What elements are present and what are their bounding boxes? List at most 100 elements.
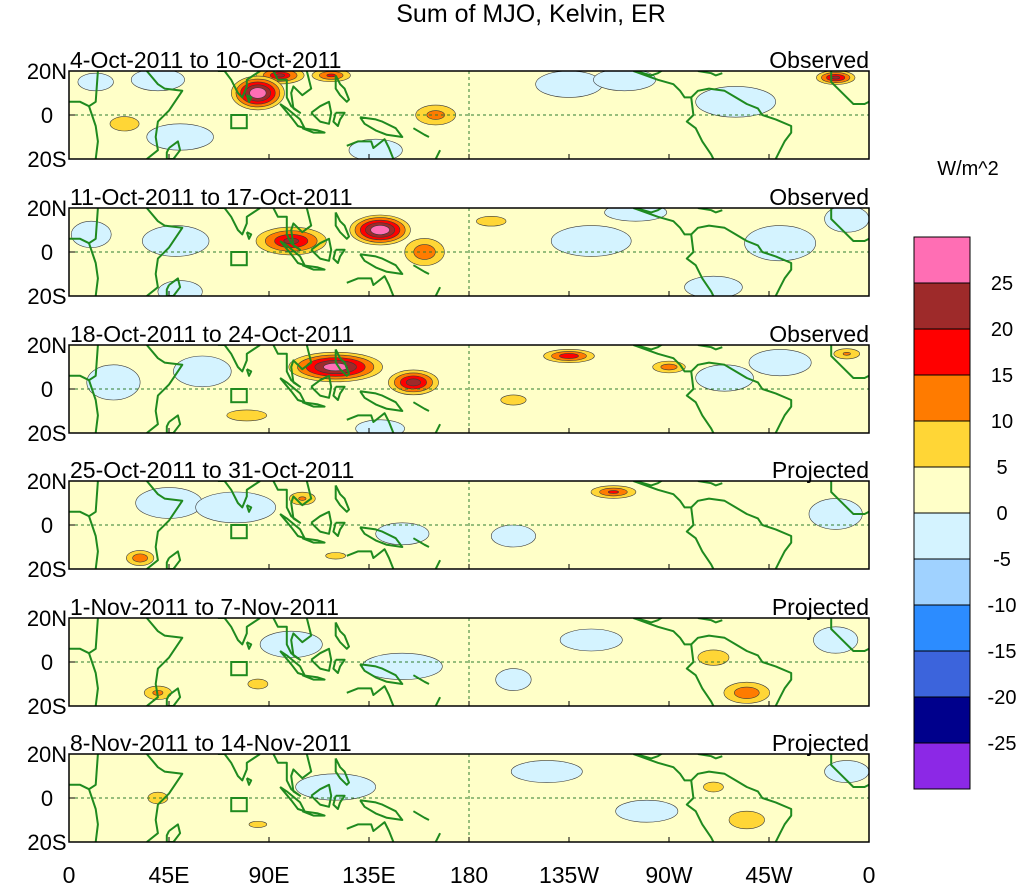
coastline (359, 116, 404, 138)
coastline (697, 71, 723, 77)
coastline (830, 71, 869, 105)
coastline (334, 621, 350, 650)
coastline (146, 208, 184, 296)
negative-anomaly-contour (604, 208, 668, 222)
coastline (412, 127, 430, 138)
coastline (217, 345, 261, 373)
positive-anomaly-contour (325, 552, 346, 560)
colorbar-label: 10 (991, 411, 1013, 433)
positive-anomaly-contour (476, 216, 507, 227)
coastline (412, 401, 430, 412)
colorbar-label: 0 (996, 503, 1007, 525)
colorbar-swatch (913, 328, 971, 376)
colorbar-label: -10 (988, 595, 1017, 617)
lat-label: 0 (41, 513, 53, 538)
anomaly-field (147, 760, 869, 830)
coastline (88, 481, 99, 569)
coastline (412, 674, 430, 685)
coastline (301, 401, 326, 408)
coastlines (69, 754, 869, 842)
map-panel: 20N 0 20S 1-Nov-2011 to 7-Nov-2011 Projected (27, 594, 870, 719)
lat-label: 0 (41, 240, 53, 265)
colorbar-label: -25 (988, 733, 1017, 755)
colorbar-label: 20 (991, 319, 1013, 341)
coastline (310, 237, 333, 262)
positive-anomaly-contour (249, 87, 267, 99)
coastline (301, 537, 326, 544)
coastline (359, 799, 404, 821)
coastline (69, 510, 90, 518)
negative-anomaly-contour (348, 138, 403, 159)
coastline (165, 140, 182, 159)
colorbar-units: W/m^2 (937, 158, 999, 180)
panel-status: Observed (769, 47, 869, 73)
panel-period: 18-Oct-2011 to 24-Oct-2011 (70, 321, 354, 347)
coastline (690, 497, 793, 569)
colorbar-swatch (913, 650, 971, 698)
negative-anomaly-contour (593, 71, 656, 92)
coastline (301, 264, 326, 271)
coastline (346, 138, 395, 159)
coastline (635, 618, 664, 624)
coastline (165, 823, 182, 842)
colorbar-label: 5 (996, 457, 1007, 479)
positive-anomaly-contour (247, 678, 269, 690)
coastline (346, 548, 395, 569)
negative-anomaly-contour (813, 626, 859, 654)
negative-anomaly-contour (70, 220, 112, 248)
negative-anomaly-contour (744, 225, 816, 262)
coastline (245, 777, 253, 786)
coastline (685, 371, 715, 433)
coastline (359, 526, 404, 548)
lat-label: 20S (27, 147, 66, 172)
coastline (245, 504, 253, 513)
panel-period: 4-Oct-2011 to 10-Oct-2011 (70, 47, 341, 73)
lon-label: 45E (149, 862, 190, 888)
panel-period: 8-Nov-2011 to 14-Nov-2011 (70, 730, 352, 756)
map-panels: 20N 0 20S 4-Oct-2011 to 10-Oct-2011 Observed… (27, 47, 870, 855)
positive-anomaly-contour (370, 225, 390, 235)
coastline (301, 810, 326, 817)
coastline (697, 481, 723, 487)
coastline (830, 618, 869, 652)
colorbar-swatch (913, 374, 971, 422)
positive-anomaly-contour (298, 496, 307, 501)
lat-label: 20N (27, 469, 67, 494)
coastline (88, 208, 99, 296)
panel-status: Projected (772, 457, 869, 483)
negative-anomaly-contour (550, 225, 632, 257)
coastline (332, 658, 346, 674)
coastline (332, 385, 346, 401)
negative-anomaly-contour (695, 364, 754, 392)
coastline (633, 345, 692, 373)
panel-status: Projected (772, 594, 869, 620)
coastline (310, 374, 333, 399)
coastline (633, 754, 692, 782)
coastline (635, 481, 664, 487)
negative-anomaly-contour (559, 628, 623, 652)
coastline (310, 647, 333, 672)
coastline (359, 390, 404, 412)
coastline (359, 253, 404, 275)
coastline (310, 100, 333, 125)
colorbar: W/m^2 25 20 15 10 5 0 -5 -10 -15 -20 -25 (913, 158, 1017, 790)
positive-anomaly-contour (831, 75, 841, 80)
positive-anomaly-contour (703, 781, 724, 793)
lon-label: 90W (645, 862, 693, 888)
lon-label: 45W (745, 862, 793, 888)
map-panel: 20N 0 20S 4-Oct-2011 to 10-Oct-2011 Observed (27, 47, 870, 172)
coastline (69, 647, 90, 655)
colorbar-swatch (913, 466, 971, 514)
positive-anomaly-contour (842, 352, 851, 356)
coastline (346, 685, 395, 706)
coastlines (69, 618, 869, 706)
coastline (245, 94, 253, 103)
coastline (272, 618, 313, 661)
lat-label: 20N (27, 333, 67, 358)
coastline (334, 74, 350, 103)
coastline (359, 663, 404, 685)
coastline (245, 368, 253, 377)
lon-label: 90E (249, 862, 290, 888)
lat-label: 20S (27, 557, 66, 582)
